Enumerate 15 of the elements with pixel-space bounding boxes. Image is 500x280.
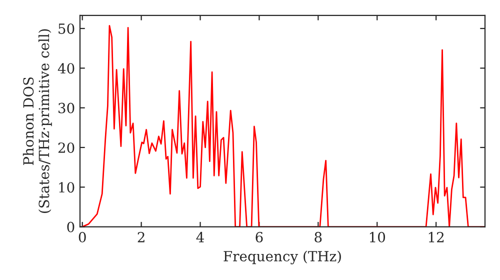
x-tick-label: 2 xyxy=(138,232,144,242)
x-tick-label: 6 xyxy=(256,232,263,242)
x-tick-label: 8 xyxy=(314,232,322,242)
y-axis-title: Phonon DOS (States/THz·primitive cell) xyxy=(22,29,52,213)
y-tick-label: 10 xyxy=(59,182,74,193)
x-tick-label: 0 xyxy=(78,232,86,242)
y-tick-label: 20 xyxy=(58,142,74,153)
y-tick-label: 50 xyxy=(58,23,74,34)
x-tick-label: 4 xyxy=(196,232,204,242)
x-tick-label: 12 xyxy=(428,232,444,242)
x-tick-label: 10 xyxy=(370,232,386,242)
y-tick-label: 30 xyxy=(58,102,74,114)
y-tick-label: 40 xyxy=(58,63,74,74)
x-axis-title: Frequency (THz) xyxy=(224,250,341,264)
y-tick-label: 0 xyxy=(67,222,74,232)
